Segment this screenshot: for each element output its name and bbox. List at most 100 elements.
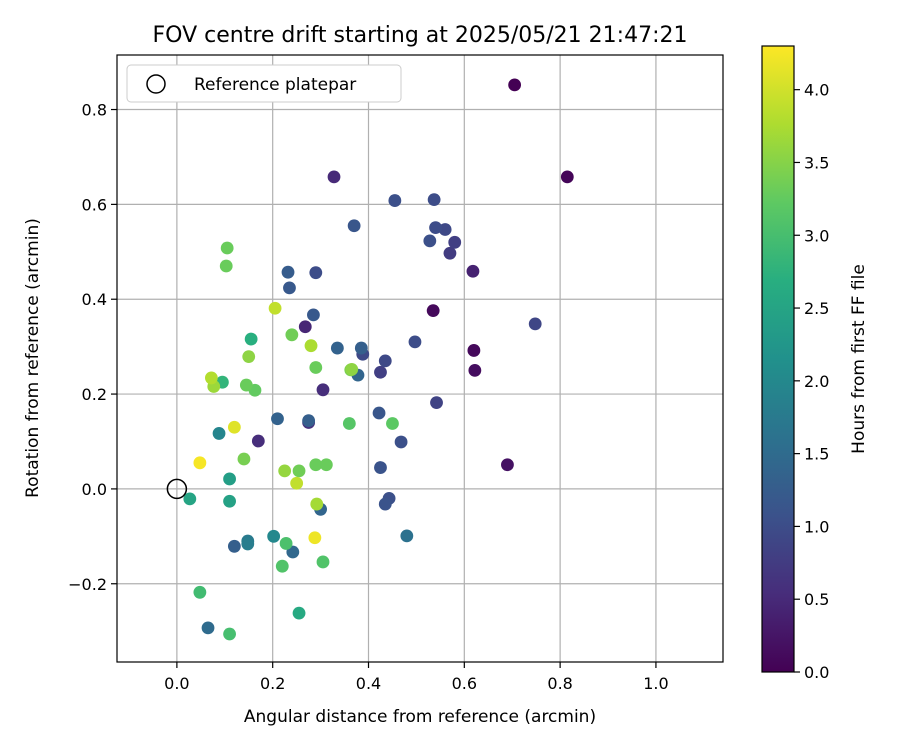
scatter-point [268, 301, 282, 315]
scatter-point [278, 464, 292, 478]
scatter-point [275, 559, 289, 573]
reference-platepar-marker [166, 478, 188, 500]
scatter-point [283, 281, 296, 295]
scatter-point [241, 537, 255, 551]
scatter-point [220, 241, 234, 255]
y-axis-ticks: −0.2 0.0 0.2 0.4 0.6 0.8 [68, 101, 117, 594]
scatter-point [347, 219, 361, 233]
scatter-point [271, 412, 284, 426]
scatter-point [304, 339, 318, 353]
scatter-point [330, 341, 344, 355]
scatter-point [267, 529, 281, 543]
y-tick-label: 0.4 [82, 290, 107, 309]
scatter-point [193, 456, 207, 470]
scatter-point [201, 621, 215, 635]
scatter-point [400, 529, 414, 543]
scatter-point [285, 328, 299, 342]
scatter-point [302, 414, 316, 428]
y-tick-label: 0.0 [82, 480, 107, 499]
scatter-point [227, 539, 241, 553]
scatter-point [560, 170, 574, 184]
scatter-point [372, 406, 386, 420]
colorbar-tick-label: 0.0 [804, 663, 829, 682]
x-tick-label: 0.6 [452, 674, 477, 693]
scatter-point [223, 472, 236, 486]
scatter-point [310, 497, 324, 511]
legend: Reference platepar [126, 64, 402, 103]
colorbar-tick-label: 1.5 [804, 445, 829, 464]
colorbar-ticks: 0.0 0.5 1.0 1.5 2.0 2.5 3.0 3.5 4.0 [794, 81, 829, 682]
scatter-point [427, 193, 441, 207]
data-points [183, 78, 574, 641]
scatter-point [426, 304, 440, 318]
y-tick-label: 0.2 [82, 385, 107, 404]
colorbar-gradient [761, 45, 795, 673]
x-tick-label: 0.8 [547, 674, 572, 693]
plot-frame [116, 54, 724, 663]
scatter-point [212, 427, 226, 440]
y-tick-label: 0.6 [82, 195, 107, 214]
scatter-point [394, 435, 408, 449]
x-axis-label: Angular distance from reference (arcmin) [244, 707, 596, 727]
colorbar-tick-label: 2.0 [804, 372, 829, 391]
scatter-point [183, 492, 197, 506]
scatter-point [307, 308, 320, 322]
scatter-point [508, 78, 522, 92]
y-axis-label: Rotation from reference (arcmin) [23, 218, 43, 498]
scatter-point [386, 417, 399, 430]
colorbar-tick-label: 1.0 [804, 517, 829, 536]
scatter-point [430, 396, 443, 410]
scatter-point [429, 221, 442, 235]
scatter-point [223, 494, 236, 508]
scatter-point [467, 344, 481, 357]
y-tick-label: −0.2 [68, 575, 107, 594]
scatter-point [244, 332, 258, 346]
scatter-point [239, 378, 253, 392]
scatter-point [309, 361, 323, 374]
scatter-point [242, 350, 256, 364]
scatter-point [528, 317, 542, 331]
colorbar-tick-label: 3.0 [804, 226, 829, 245]
scatter-point [290, 476, 304, 490]
scatter-point [448, 235, 462, 249]
scatter-point [281, 265, 295, 279]
scatter-point [227, 420, 241, 434]
colorbar-label: Hours from first FF file [849, 264, 869, 454]
scatter-point [292, 606, 306, 620]
scatter-point [443, 246, 457, 260]
scatter-point [345, 363, 359, 376]
scatter-point [408, 335, 422, 349]
scatter-point [438, 223, 452, 236]
x-tick-label: 0.4 [356, 674, 381, 693]
legend-box [126, 64, 402, 103]
colorbar-tick-label: 3.5 [804, 153, 829, 172]
colorbar-tick-label: 2.5 [804, 299, 829, 318]
scatter-point [251, 434, 265, 448]
scatter-point [308, 531, 322, 545]
scatter-point [374, 461, 387, 474]
scatter-point [423, 234, 437, 248]
scatter-point [193, 585, 207, 599]
y-tick-label: 0.8 [82, 101, 107, 120]
scatter-point [468, 363, 482, 377]
scatter-point [309, 458, 323, 472]
scatter-point [378, 354, 392, 368]
scatter-point [316, 555, 330, 569]
plot-area [117, 55, 723, 662]
scatter-point [374, 365, 387, 379]
scatter-point [237, 452, 251, 466]
scatter-point [204, 371, 218, 385]
scatter-point [219, 259, 233, 273]
colorbar-tick-label: 4.0 [804, 81, 829, 100]
x-tick-label: 0.0 [164, 674, 189, 693]
reference-point-layer [166, 478, 188, 500]
grid-lines [117, 55, 723, 662]
scatter-point [501, 458, 514, 472]
scatter-point [327, 170, 341, 184]
legend-reference-label: Reference platepar [194, 75, 356, 95]
scatter-point [342, 417, 356, 430]
x-axis-ticks: 0.0 0.2 0.4 0.6 0.8 1.0 [164, 662, 669, 693]
scatter-point [223, 627, 236, 641]
legend-reference-marker [146, 74, 166, 94]
